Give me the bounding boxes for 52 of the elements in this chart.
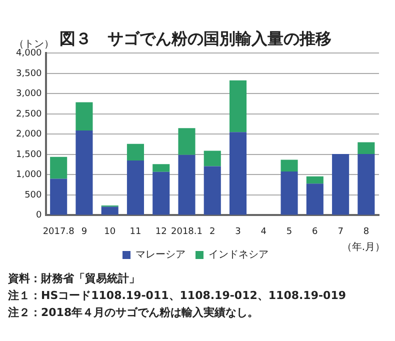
bar: [178, 128, 196, 155]
text: 資料：財務省「貿易統計」: [8, 271, 141, 287]
bar: [178, 154, 196, 215]
y-tick-label: 3,500: [16, 68, 42, 79]
y-tick-label: 500: [24, 190, 42, 200]
chart-title: 図３ サゴでん粉の国別輸入量の推移: [60, 28, 332, 48]
bar: [358, 142, 375, 154]
x-tick-label: 6: [312, 226, 318, 237]
bar: [306, 184, 324, 215]
y-tick-label: 2,000: [16, 130, 42, 140]
x-tick-label: 4: [260, 226, 267, 237]
legend-label: インドネシア: [208, 250, 268, 261]
x-tick-label: 7: [338, 226, 344, 237]
x-tick-label: 9: [81, 226, 88, 237]
x-tick-label: 3: [235, 226, 241, 237]
text: 注１：HSコード1108.19-011、1108.19-012、1108.19-019: [8, 288, 348, 304]
x-tick-label: 2: [210, 226, 216, 237]
y-tick-label: 0: [36, 210, 42, 221]
bar: [332, 154, 350, 215]
bar: [358, 154, 375, 215]
bar: [152, 164, 170, 172]
y-tick-label: 2,500: [16, 109, 42, 120]
bar: [204, 166, 221, 215]
text: 注２：2018年４月のサゴでん粉は輸入実績なし。: [8, 305, 260, 321]
y-tick-label: 4,000: [16, 48, 42, 59]
x-axis-title: （年.月）: [342, 240, 385, 253]
bar: [280, 171, 298, 215]
y-tick-label: 1,000: [16, 170, 42, 180]
x-tick-label: 11: [130, 226, 142, 237]
bar: [126, 144, 144, 161]
x-tick-label: 2018.1: [171, 226, 202, 237]
x-tick-label: 12: [155, 226, 167, 237]
bar: [280, 160, 298, 172]
bar: [50, 178, 68, 215]
bar: [50, 156, 68, 179]
y-axis-title: （トン）: [14, 38, 54, 50]
x-tick-label: 10: [104, 226, 116, 237]
bar: [204, 150, 221, 166]
bar: [76, 102, 93, 131]
bar: [229, 132, 247, 215]
bar: [152, 172, 170, 215]
y-tick-label: 3,000: [16, 89, 42, 100]
legend-label: マレーシア: [136, 250, 186, 261]
x-tick-label: 8: [363, 226, 370, 237]
bar: [101, 206, 118, 215]
bar: [306, 176, 324, 184]
bar: [229, 80, 247, 132]
bar: [126, 160, 144, 215]
y-tick-label: 1,500: [16, 150, 42, 160]
x-tick-label: 5: [286, 226, 292, 237]
bar: [76, 130, 93, 215]
x-tick-label: 2017.8: [42, 226, 75, 237]
